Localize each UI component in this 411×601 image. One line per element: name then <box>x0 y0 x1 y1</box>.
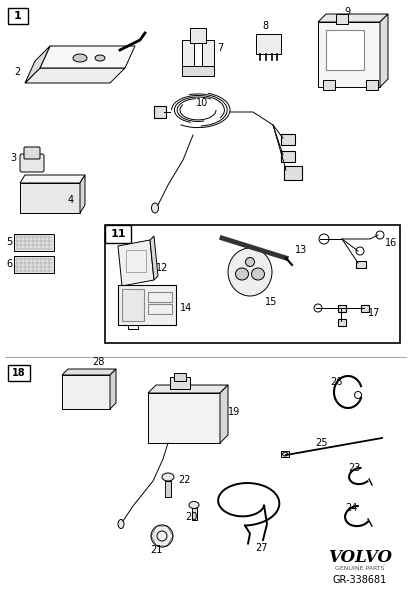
Text: 16: 16 <box>385 238 397 248</box>
Text: 22: 22 <box>178 475 191 485</box>
Polygon shape <box>80 175 85 213</box>
Bar <box>170 377 190 389</box>
Text: 4: 4 <box>68 195 74 205</box>
Text: 12: 12 <box>156 263 169 273</box>
Text: GENUINE PARTS: GENUINE PARTS <box>335 567 385 572</box>
Bar <box>361 305 369 312</box>
Bar <box>105 225 131 243</box>
Polygon shape <box>318 22 380 87</box>
Text: 5: 5 <box>6 237 12 247</box>
Polygon shape <box>318 14 388 22</box>
Polygon shape <box>220 385 228 443</box>
Ellipse shape <box>236 268 249 280</box>
Bar <box>182 40 194 70</box>
Bar <box>118 285 176 325</box>
Polygon shape <box>62 369 116 375</box>
Text: 26: 26 <box>330 377 342 387</box>
Bar <box>148 304 172 314</box>
Ellipse shape <box>73 54 87 62</box>
Polygon shape <box>118 240 154 286</box>
Ellipse shape <box>152 203 159 213</box>
Text: 6: 6 <box>6 259 12 269</box>
Ellipse shape <box>162 473 174 481</box>
FancyBboxPatch shape <box>20 154 44 172</box>
Text: 15: 15 <box>265 297 277 307</box>
Bar <box>281 151 295 162</box>
Ellipse shape <box>245 257 254 266</box>
Text: 2: 2 <box>14 67 20 77</box>
Text: 7: 7 <box>217 43 223 53</box>
Bar <box>105 225 400 343</box>
Bar <box>14 256 54 273</box>
Polygon shape <box>20 175 85 183</box>
Bar <box>174 373 186 381</box>
Polygon shape <box>148 385 228 393</box>
Ellipse shape <box>95 55 105 61</box>
Bar <box>122 289 144 321</box>
Ellipse shape <box>282 452 288 456</box>
Bar <box>281 134 295 145</box>
FancyBboxPatch shape <box>24 147 40 159</box>
Bar <box>338 305 346 312</box>
Polygon shape <box>25 46 50 83</box>
Bar <box>323 80 335 90</box>
Bar <box>202 40 214 70</box>
Text: 1: 1 <box>14 11 22 21</box>
Text: 13: 13 <box>295 245 307 255</box>
Bar <box>366 80 378 90</box>
Text: 10: 10 <box>196 98 208 108</box>
Bar <box>281 451 289 457</box>
Text: 20: 20 <box>185 512 197 522</box>
Polygon shape <box>40 46 135 68</box>
Text: 17: 17 <box>368 308 380 318</box>
Circle shape <box>151 525 173 547</box>
Bar <box>154 106 166 118</box>
Polygon shape <box>25 68 125 83</box>
Bar <box>182 66 214 76</box>
Bar <box>256 34 281 54</box>
Polygon shape <box>150 236 158 280</box>
Text: VOLVO: VOLVO <box>328 549 392 567</box>
Bar <box>356 261 366 268</box>
Polygon shape <box>20 183 80 213</box>
Text: 28: 28 <box>92 357 104 367</box>
Text: 8: 8 <box>262 21 268 31</box>
Bar <box>14 234 54 251</box>
Bar <box>338 319 346 326</box>
Text: 25: 25 <box>315 438 328 448</box>
Text: 21: 21 <box>150 545 162 555</box>
Text: 3: 3 <box>10 153 16 163</box>
Text: 24: 24 <box>345 503 358 513</box>
Ellipse shape <box>189 501 199 508</box>
Polygon shape <box>110 369 116 409</box>
Bar <box>148 292 172 302</box>
Bar <box>284 166 302 180</box>
Ellipse shape <box>228 248 272 296</box>
Text: 14: 14 <box>180 303 192 313</box>
Text: 18: 18 <box>12 368 26 378</box>
Text: 9: 9 <box>344 7 350 17</box>
Text: 27: 27 <box>255 543 268 553</box>
Bar <box>8 8 28 24</box>
Text: 23: 23 <box>348 463 360 473</box>
Bar <box>336 14 348 24</box>
Text: GR-338681: GR-338681 <box>333 575 387 585</box>
Polygon shape <box>148 393 220 443</box>
Ellipse shape <box>252 268 265 280</box>
Bar <box>165 481 171 497</box>
Text: 19: 19 <box>228 407 240 417</box>
Bar <box>190 28 206 43</box>
Bar <box>126 250 146 272</box>
Ellipse shape <box>118 519 124 528</box>
Bar <box>192 508 197 520</box>
Polygon shape <box>380 14 388 87</box>
Bar <box>8 365 30 381</box>
Bar <box>326 30 364 70</box>
Polygon shape <box>62 375 110 409</box>
Text: 11: 11 <box>110 229 126 239</box>
